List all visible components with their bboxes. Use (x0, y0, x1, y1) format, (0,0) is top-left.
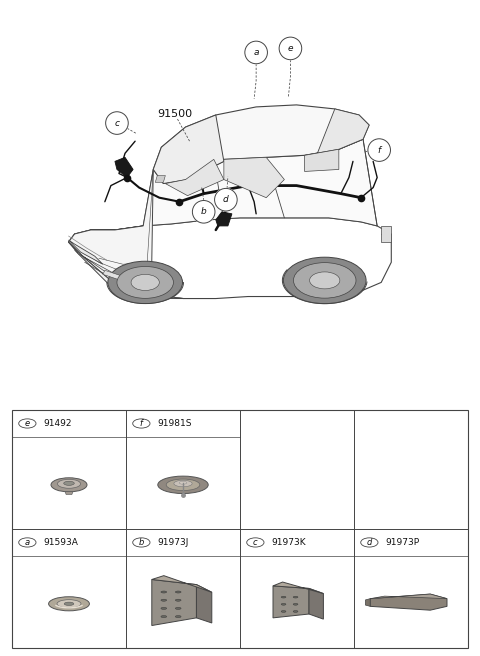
Text: d: d (367, 538, 372, 547)
Text: e: e (288, 44, 293, 53)
Circle shape (19, 419, 36, 428)
Polygon shape (166, 159, 224, 195)
Text: e: e (25, 419, 30, 428)
Ellipse shape (161, 615, 167, 617)
Ellipse shape (161, 591, 167, 593)
Polygon shape (224, 157, 284, 197)
Ellipse shape (108, 261, 182, 304)
Ellipse shape (281, 611, 286, 612)
Text: 91973P: 91973P (385, 538, 420, 547)
Text: c: c (114, 119, 120, 127)
Ellipse shape (64, 482, 74, 485)
Text: a: a (253, 48, 259, 57)
Circle shape (132, 538, 150, 547)
Polygon shape (304, 109, 369, 165)
Polygon shape (69, 242, 183, 298)
Ellipse shape (161, 599, 167, 602)
Ellipse shape (64, 602, 74, 605)
Polygon shape (153, 105, 369, 169)
Ellipse shape (293, 604, 298, 605)
Polygon shape (69, 169, 153, 295)
Polygon shape (69, 240, 103, 264)
Polygon shape (65, 492, 73, 495)
Polygon shape (103, 270, 129, 282)
Text: 91593A: 91593A (43, 538, 78, 547)
Polygon shape (69, 139, 377, 242)
Text: 91492: 91492 (43, 419, 72, 428)
Polygon shape (370, 594, 447, 610)
Circle shape (361, 538, 378, 547)
Circle shape (245, 41, 267, 64)
Ellipse shape (175, 607, 181, 609)
FancyBboxPatch shape (12, 411, 468, 648)
Ellipse shape (281, 596, 286, 598)
Text: f: f (378, 146, 381, 155)
Text: b: b (139, 538, 144, 547)
Ellipse shape (283, 257, 366, 304)
Ellipse shape (166, 479, 200, 491)
Polygon shape (309, 588, 324, 619)
Polygon shape (74, 250, 159, 289)
Ellipse shape (57, 600, 81, 608)
Polygon shape (381, 226, 391, 242)
Polygon shape (196, 584, 212, 623)
Ellipse shape (281, 604, 286, 605)
Ellipse shape (161, 607, 167, 609)
Text: b: b (201, 207, 206, 216)
Polygon shape (155, 176, 166, 182)
Ellipse shape (131, 274, 159, 291)
Ellipse shape (174, 480, 192, 487)
Text: 91973K: 91973K (271, 538, 306, 547)
Circle shape (279, 37, 302, 60)
Polygon shape (304, 150, 339, 171)
Circle shape (247, 538, 264, 547)
Polygon shape (115, 157, 133, 178)
Polygon shape (370, 594, 447, 599)
Ellipse shape (293, 611, 298, 612)
Polygon shape (273, 582, 324, 594)
Polygon shape (152, 576, 212, 592)
Ellipse shape (293, 596, 298, 598)
Ellipse shape (48, 597, 89, 611)
Ellipse shape (175, 591, 181, 593)
Ellipse shape (310, 272, 340, 289)
Text: c: c (253, 538, 258, 547)
Text: f: f (140, 419, 143, 428)
Circle shape (192, 201, 215, 223)
Polygon shape (216, 212, 232, 226)
Ellipse shape (179, 482, 187, 484)
Circle shape (215, 188, 237, 211)
Polygon shape (365, 599, 370, 606)
Polygon shape (273, 586, 309, 618)
Ellipse shape (51, 478, 87, 492)
Circle shape (106, 112, 128, 134)
Polygon shape (152, 579, 196, 626)
Text: 91981S: 91981S (157, 419, 192, 428)
Ellipse shape (117, 266, 173, 298)
Polygon shape (153, 115, 224, 184)
Text: 91973J: 91973J (157, 538, 189, 547)
Polygon shape (69, 218, 391, 298)
Ellipse shape (158, 476, 208, 493)
Circle shape (19, 538, 36, 547)
Ellipse shape (175, 599, 181, 602)
Circle shape (368, 139, 391, 161)
Text: a: a (25, 538, 30, 547)
Text: d: d (223, 195, 229, 204)
Ellipse shape (58, 480, 81, 488)
Circle shape (132, 419, 150, 428)
Text: 91500: 91500 (157, 109, 192, 119)
Ellipse shape (293, 262, 356, 298)
Ellipse shape (175, 615, 181, 617)
